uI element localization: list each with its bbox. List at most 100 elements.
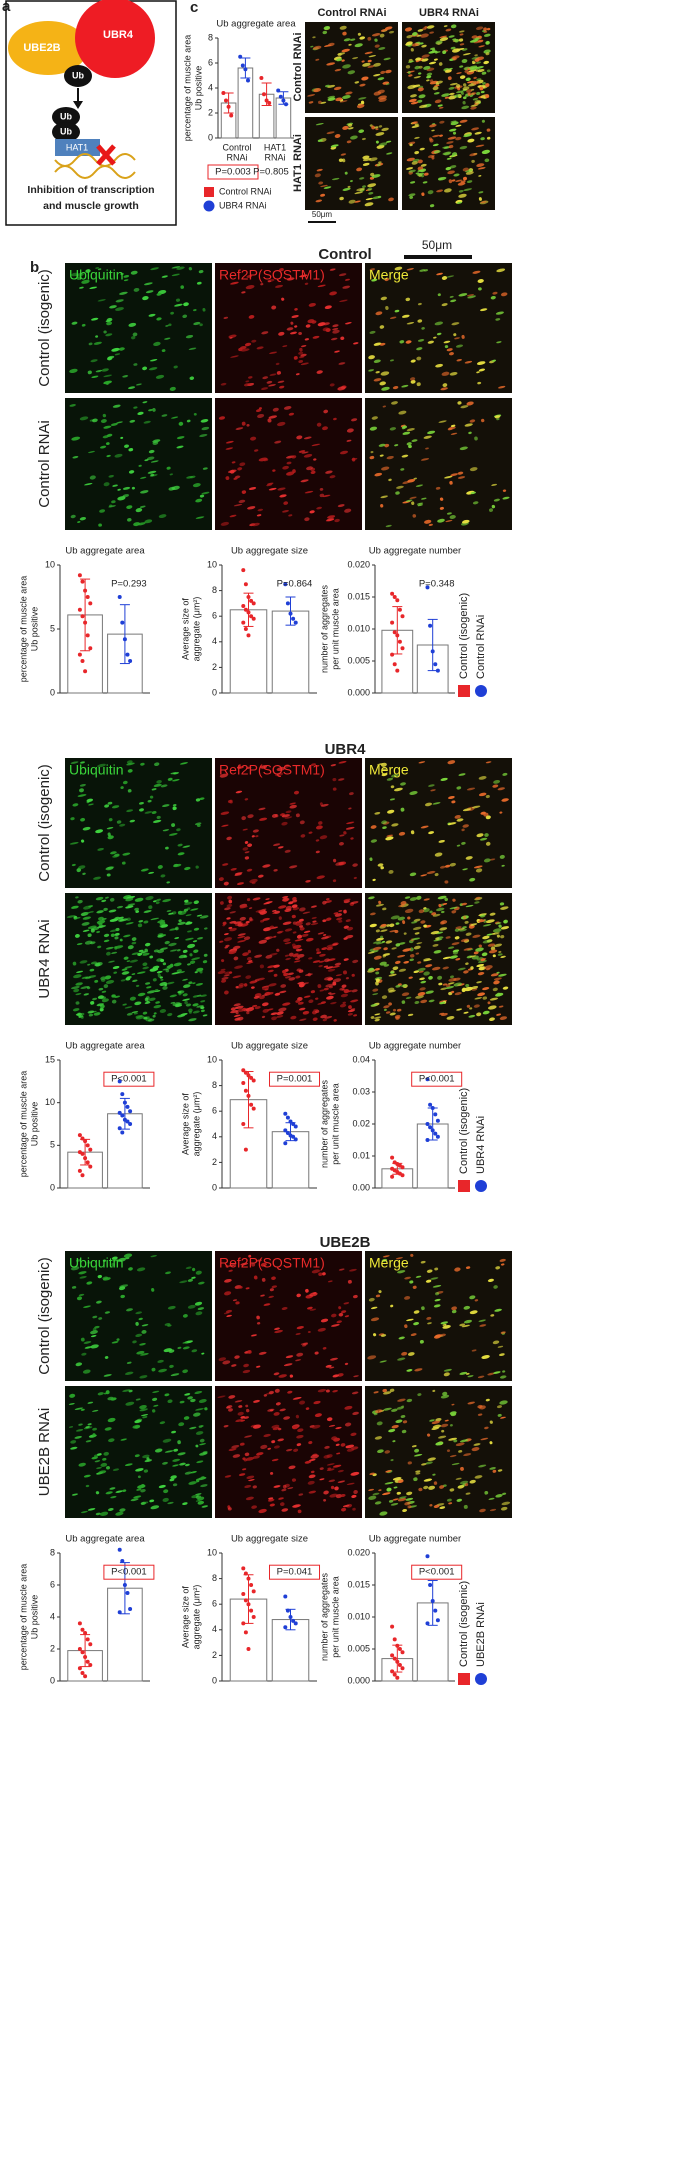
speckle xyxy=(482,924,492,927)
speckles xyxy=(218,406,358,527)
speckle xyxy=(129,959,139,963)
speckle xyxy=(131,336,136,340)
speckle xyxy=(426,79,430,82)
label: percentage of muscle area xyxy=(18,1071,28,1178)
speckle xyxy=(290,1015,297,1020)
speckle xyxy=(443,340,451,344)
speckle xyxy=(333,417,337,421)
speckle xyxy=(305,1407,310,1410)
speckle xyxy=(338,1306,342,1310)
speckle xyxy=(388,197,394,202)
speckle xyxy=(97,763,106,768)
speckle xyxy=(316,422,322,427)
speckle xyxy=(461,105,470,110)
speckle xyxy=(111,999,117,1004)
speckle xyxy=(106,433,113,437)
speckle xyxy=(292,906,300,911)
speckle xyxy=(104,896,109,899)
speckle xyxy=(376,163,381,167)
speckle xyxy=(421,192,425,196)
speckle xyxy=(243,383,251,387)
speckle xyxy=(453,173,460,177)
data-point xyxy=(425,1554,430,1559)
speckle xyxy=(482,987,490,991)
speckle xyxy=(392,966,399,971)
speckle xyxy=(195,1431,204,1435)
speckle xyxy=(380,866,384,870)
speckle xyxy=(427,154,435,158)
speckle xyxy=(178,954,187,959)
y-tick-label: 0.01 xyxy=(352,1150,370,1160)
speckle xyxy=(298,351,304,355)
speckle xyxy=(419,42,424,45)
speckle xyxy=(172,806,177,811)
speckle xyxy=(377,77,385,81)
speckle xyxy=(386,455,394,460)
speckle xyxy=(198,1399,207,1403)
data-point xyxy=(80,1671,85,1675)
speckle xyxy=(199,797,205,801)
speckle xyxy=(262,1008,269,1013)
speckle xyxy=(201,1476,205,1480)
speckle xyxy=(284,816,293,819)
speckle xyxy=(457,86,461,91)
speckle xyxy=(128,322,137,327)
speckle xyxy=(398,410,407,415)
speckle xyxy=(222,924,226,927)
speckle xyxy=(436,272,443,276)
speckle xyxy=(146,986,152,989)
speckle xyxy=(397,1270,406,1274)
speckle xyxy=(76,970,84,974)
speckle xyxy=(480,90,485,94)
speckle xyxy=(369,330,376,334)
speckle xyxy=(418,104,428,109)
speckle xyxy=(468,1014,476,1018)
speckle xyxy=(92,1315,98,1319)
speckle xyxy=(369,426,378,431)
speckle xyxy=(444,188,452,193)
speckle xyxy=(385,69,392,74)
speckle xyxy=(92,1327,97,1332)
data-point xyxy=(241,1591,246,1596)
speckle xyxy=(288,901,294,905)
speckle xyxy=(321,936,329,940)
speckle xyxy=(267,1498,275,1502)
speckle xyxy=(168,942,177,947)
speckle xyxy=(285,905,292,910)
speckle xyxy=(269,925,275,930)
speckle xyxy=(69,368,78,374)
speckle xyxy=(415,57,422,61)
speckle xyxy=(200,419,209,423)
speckle xyxy=(490,295,496,300)
ubr4-node xyxy=(75,0,155,78)
data-point xyxy=(85,1143,90,1148)
speckle xyxy=(471,127,480,131)
speckle xyxy=(446,141,454,144)
speckle xyxy=(449,82,458,86)
label: 50μm xyxy=(312,210,333,219)
error-bar xyxy=(285,596,296,626)
speckle xyxy=(322,1018,328,1022)
label: Ref2P(SQSTM1) xyxy=(219,1255,325,1271)
y-tick-label: 6 xyxy=(50,1579,55,1589)
speckle xyxy=(182,845,191,848)
speckle xyxy=(308,999,314,1004)
speckle xyxy=(161,804,170,808)
speckle xyxy=(478,944,482,948)
speckle xyxy=(442,146,449,149)
speckle xyxy=(481,119,485,123)
speckle xyxy=(367,36,372,41)
speckle xyxy=(98,1470,107,1474)
speckle xyxy=(403,932,407,935)
label: Control RNAi xyxy=(36,420,53,508)
y-tick-label: 5 xyxy=(50,623,55,633)
speckle xyxy=(101,899,107,903)
speckle xyxy=(107,801,113,805)
speckle xyxy=(159,1009,167,1013)
speckle xyxy=(454,936,460,940)
data-point xyxy=(293,1137,298,1142)
speckle xyxy=(312,1017,318,1021)
data-point xyxy=(117,1547,122,1552)
speckle xyxy=(295,1332,301,1336)
data-point xyxy=(428,1125,433,1130)
